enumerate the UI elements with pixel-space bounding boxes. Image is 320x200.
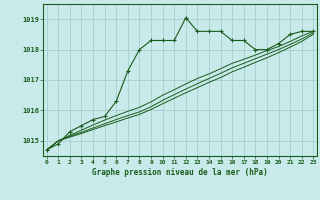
X-axis label: Graphe pression niveau de la mer (hPa): Graphe pression niveau de la mer (hPa) [92,168,268,177]
